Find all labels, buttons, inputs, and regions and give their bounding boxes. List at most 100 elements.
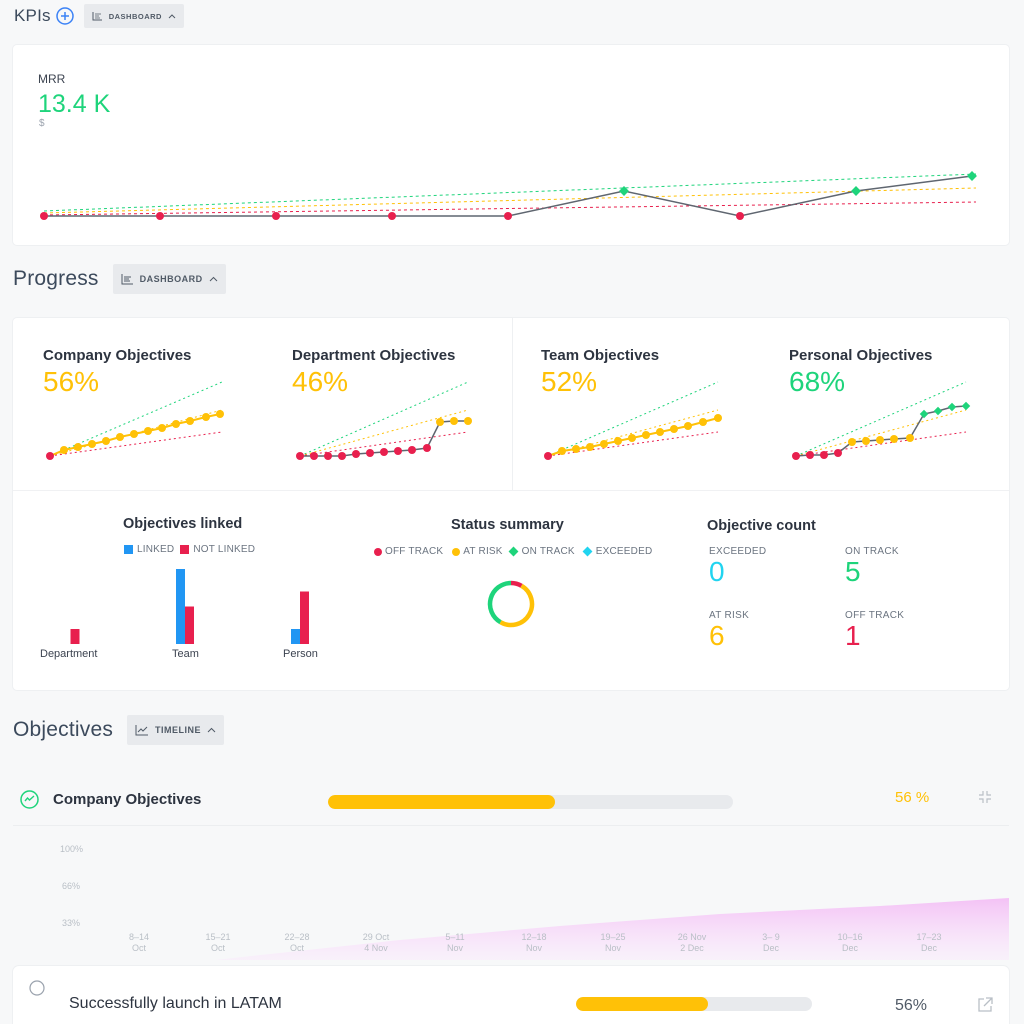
bar-not-linked-person[interactable] (300, 591, 309, 645)
progress-header: Progress DASHBOARD (13, 263, 226, 295)
x-tick: 3– 9 Dec (762, 932, 780, 953)
mrr-point[interactable] (736, 212, 744, 220)
company-sparkline (46, 381, 224, 460)
company-objectives-percent: 56% (43, 366, 100, 397)
bar-label-department: Department (40, 648, 98, 660)
mrr-value: 13.4 K (38, 90, 111, 118)
open-external-icon[interactable] (976, 996, 994, 1019)
mrr-point[interactable] (967, 171, 977, 181)
off-track-count: 1 (845, 620, 861, 651)
mrr-card (13, 45, 1009, 245)
mrr-actual-line (44, 175, 973, 217)
objective-item-progress (576, 997, 812, 1011)
y-tick-66: 66% (62, 881, 81, 891)
dashboard-icon (121, 274, 133, 285)
mrr-expected-line (43, 187, 977, 214)
bar-label-team: Team (172, 648, 199, 660)
department-objectives-percent: 46% (292, 366, 349, 397)
chevron-up-icon (209, 276, 217, 282)
exceeded-diamond (582, 546, 593, 557)
on-track-legend-label: ON TRACK (521, 546, 575, 557)
on-track-count: 5 (845, 556, 861, 587)
donut-slice-at-risk[interactable] (499, 583, 535, 628)
personal-objectives-title: Personal Objectives (789, 347, 933, 364)
progress-view-label: DASHBOARD (139, 274, 203, 284)
exceeded-count: 0 (709, 556, 725, 587)
objective-item-progress-fill (576, 997, 709, 1011)
objective-status-icon (20, 790, 39, 814)
mrr-point[interactable] (272, 212, 280, 220)
mrr-label: MRR (38, 72, 66, 86)
kpis-title: KPIs (14, 6, 51, 25)
progress-view-toggle[interactable]: DASHBOARD (112, 264, 226, 294)
objective-count-title: Objective count (707, 518, 816, 534)
mrr-point[interactable] (851, 186, 861, 196)
bar-not-linked-team[interactable] (185, 606, 194, 645)
x-tick: 10–16 Dec (837, 932, 863, 953)
progress-divider-h (13, 490, 1009, 491)
dashboard-icon (92, 12, 102, 21)
progress-title: Progress (13, 267, 99, 290)
y-tick-100: 100% (60, 844, 84, 854)
kpis-view-label: DASHBOARD (108, 11, 162, 21)
mrr-unit: $ (39, 118, 45, 129)
off-track-legend-label: OFF TRACK (385, 546, 444, 557)
not-linked-swatch (180, 545, 190, 554)
department-sparkline (296, 381, 472, 460)
mrr-point[interactable] (40, 212, 48, 220)
objectives-header: Objectives TIMELINE (13, 714, 225, 746)
objective-group-progress-fill (328, 795, 555, 809)
x-tick: 15–21 Oct (205, 932, 231, 953)
timeline-chart (215, 898, 1009, 960)
objectives-view-toggle[interactable]: TIMELINE (127, 715, 225, 745)
x-tick: 5–11 Nov (445, 932, 465, 953)
y-tick-33: 33% (62, 918, 81, 928)
off-track-dot (374, 547, 382, 556)
mrr-point[interactable] (504, 212, 512, 220)
personal-sparkline (792, 381, 971, 460)
team-objectives-title: Team Objectives (541, 347, 660, 364)
progress-divider (512, 318, 513, 490)
linked-swatch (124, 545, 133, 554)
exceeded-count-label: EXCEEDED (709, 546, 767, 557)
add-kpi-icon[interactable] (55, 7, 74, 25)
collapse-icon[interactable] (977, 789, 993, 810)
mrr-target-line (43, 173, 977, 212)
x-tick: 22–28 Oct (284, 932, 310, 953)
timeline-area (215, 898, 1009, 960)
status-donut (487, 580, 535, 628)
objective-group-title: Company Objectives (53, 791, 202, 808)
x-tick: 26 Nov 2 Dec (677, 932, 707, 953)
objective-item-title[interactable]: Successfully launch in LATAM (69, 995, 282, 1012)
department-objectives-title: Department Objectives (292, 347, 456, 364)
bar-linked-person[interactable] (291, 629, 300, 644)
donut-slice-off-track[interactable] (510, 580, 523, 588)
x-tick: 12–18 Nov (521, 932, 547, 953)
bar-not-linked-department[interactable] (70, 629, 80, 644)
objectives-linked-legend: LINKED NOT LINKED (124, 544, 255, 555)
timeline-icon (135, 725, 149, 736)
objective-item-row[interactable] (13, 966, 1009, 1024)
objective-item-status-icon[interactable] (29, 980, 45, 1001)
kpis-header: KPIs DASHBOARD (14, 2, 184, 30)
company-objectives-title: Company Objectives (43, 347, 192, 364)
objectives-linked-title: Objectives linked (123, 516, 243, 532)
mrr-point[interactable] (156, 212, 164, 220)
objective-group-row[interactable] (13, 772, 1009, 826)
mrr-point[interactable] (619, 186, 629, 196)
mrr-baseline-line (43, 201, 977, 216)
objective-group-percent: 56 % (895, 789, 930, 806)
at-risk-count-label: AT RISK (709, 610, 750, 621)
donut-slice-on-track[interactable] (487, 580, 512, 625)
at-risk-count: 6 (709, 620, 725, 651)
x-tick: 29 Oct 4 Nov (362, 932, 390, 953)
linked-legend-label: LINKED (137, 544, 175, 555)
chevron-up-icon (168, 14, 176, 19)
kpis-view-toggle[interactable]: DASHBOARD (83, 4, 184, 28)
mrr-point[interactable] (388, 212, 396, 220)
personal-objectives-percent: 68% (789, 366, 846, 397)
objectives-linked-chart (70, 569, 309, 645)
bar-label-person: Person (283, 648, 318, 660)
objectives-title: Objectives (13, 718, 114, 741)
bar-linked-team[interactable] (176, 569, 185, 644)
